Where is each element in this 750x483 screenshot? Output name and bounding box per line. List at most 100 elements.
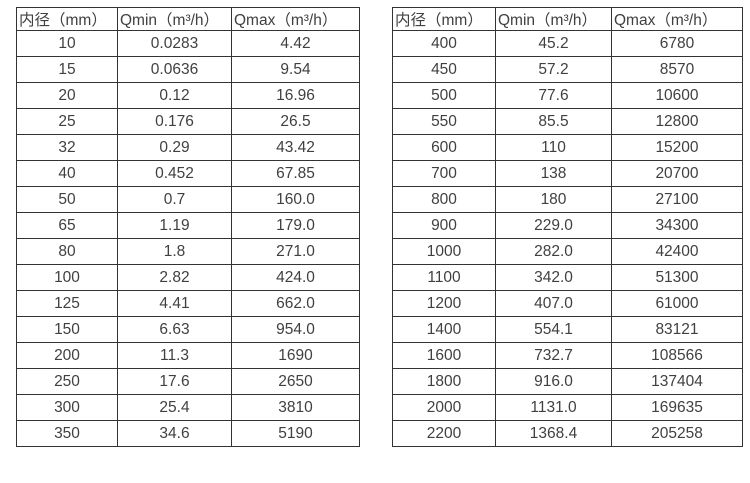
diameter-cell: 32	[16, 134, 118, 161]
table-row: 450 57.2 8570	[392, 56, 743, 83]
diameter-cell: 600	[392, 134, 496, 161]
table-row: 1000 282.0 42400	[392, 238, 743, 265]
table-row: 50 0.7 160.0	[16, 186, 360, 213]
table-row: 125 4.41 662.0	[16, 290, 360, 317]
diameter-cell: 2000	[392, 394, 496, 421]
diameter-column-header: 内径（mm）	[16, 7, 118, 31]
diameter-cell: 550	[392, 108, 496, 135]
qmax-column-header: Qmax（m³/h）	[611, 7, 743, 31]
qmax-cell: 16.96	[231, 82, 360, 109]
qmin-cell: 180	[495, 186, 612, 213]
diameter-cell: 400	[392, 30, 496, 57]
diameter-cell: 250	[16, 368, 118, 395]
diameter-cell: 1600	[392, 342, 496, 369]
qmin-cell: 11.3	[117, 342, 232, 369]
qmin-cell: 407.0	[495, 290, 612, 317]
qmin-cell: 554.1	[495, 316, 612, 343]
table-row: 600 110 15200	[392, 134, 743, 161]
header-row: 内径（mm） Qmin（m³/h） Qmax（m³/h）	[392, 7, 743, 31]
qmax-cell: 271.0	[231, 238, 360, 265]
table-row: 500 77.6 10600	[392, 82, 743, 109]
table-row: 32 0.29 43.42	[16, 134, 360, 161]
qmax-cell: 2650	[231, 368, 360, 395]
diameter-cell: 1400	[392, 316, 496, 343]
table-row: 15 0.0636 9.54	[16, 56, 360, 83]
table-row: 2200 1368.4 205258	[392, 420, 743, 447]
diameter-cell: 25	[16, 108, 118, 135]
diameter-column-header: 内径（mm）	[392, 7, 496, 31]
diameter-cell: 800	[392, 186, 496, 213]
qmax-cell: 34300	[611, 212, 743, 239]
qmax-cell: 26.5	[231, 108, 360, 135]
qmin-cell: 45.2	[495, 30, 612, 57]
table-row: 1400 554.1 83121	[392, 316, 743, 343]
qmax-cell: 5190	[231, 420, 360, 447]
qmax-cell: 43.42	[231, 134, 360, 161]
qmax-cell: 954.0	[231, 316, 360, 343]
diameter-cell: 450	[392, 56, 496, 83]
qmin-cell: 0.452	[117, 160, 232, 187]
qmax-cell: 9.54	[231, 56, 360, 83]
qmax-cell: 1690	[231, 342, 360, 369]
diameter-cell: 150	[16, 316, 118, 343]
qmax-cell: 51300	[611, 264, 743, 291]
qmin-cell: 57.2	[495, 56, 612, 83]
qmin-cell: 6.63	[117, 316, 232, 343]
qmax-cell: 67.85	[231, 160, 360, 187]
table-row: 1100 342.0 51300	[392, 264, 743, 291]
qmin-column-header: Qmin（m³/h）	[117, 7, 232, 31]
table-row: 2000 1131.0 169635	[392, 394, 743, 421]
diameter-cell: 1100	[392, 264, 496, 291]
diameter-cell: 300	[16, 394, 118, 421]
table-row: 1800 916.0 137404	[392, 368, 743, 395]
table-row: 40 0.452 67.85	[16, 160, 360, 187]
qmax-cell: 42400	[611, 238, 743, 265]
qmax-cell: 6780	[611, 30, 743, 57]
qmax-cell: 20700	[611, 160, 743, 187]
qmin-cell: 0.0283	[117, 30, 232, 57]
qmax-cell: 137404	[611, 368, 743, 395]
diameter-cell: 500	[392, 82, 496, 109]
diameter-cell: 10	[16, 30, 118, 57]
diameter-cell: 350	[16, 420, 118, 447]
table-row: 800 180 27100	[392, 186, 743, 213]
qmin-cell: 916.0	[495, 368, 612, 395]
qmax-cell: 12800	[611, 108, 743, 135]
qmax-cell: 10600	[611, 82, 743, 109]
qmin-cell: 77.6	[495, 82, 612, 109]
diameter-cell: 125	[16, 290, 118, 317]
table-row: 300 25.4 3810	[16, 394, 360, 421]
qmax-cell: 662.0	[231, 290, 360, 317]
qmin-cell: 1.19	[117, 212, 232, 239]
table-row: 200 11.3 1690	[16, 342, 360, 369]
qmin-cell: 85.5	[495, 108, 612, 135]
qmin-cell: 342.0	[495, 264, 612, 291]
qmin-cell: 4.41	[117, 290, 232, 317]
diameter-cell: 1200	[392, 290, 496, 317]
diameter-cell: 40	[16, 160, 118, 187]
qmin-cell: 282.0	[495, 238, 612, 265]
table-row: 80 1.8 271.0	[16, 238, 360, 265]
table-row: 1600 732.7 108566	[392, 342, 743, 369]
qmin-cell: 0.0636	[117, 56, 232, 83]
table-row: 550 85.5 12800	[392, 108, 743, 135]
table-row: 10 0.0283 4.42	[16, 30, 360, 57]
qmin-cell: 25.4	[117, 394, 232, 421]
qmin-cell: 1131.0	[495, 394, 612, 421]
diameter-cell: 1000	[392, 238, 496, 265]
table-row: 25 0.176 26.5	[16, 108, 360, 135]
header-row: 内径（mm） Qmin（m³/h） Qmax（m³/h）	[16, 7, 360, 31]
flow-table-small-diameters: 内径（mm） Qmin（m³/h） Qmax（m³/h） 10 0.0283 4.42 15…	[16, 7, 360, 447]
diameter-cell: 20	[16, 82, 118, 109]
diameter-cell: 15	[16, 56, 118, 83]
qmax-cell: 205258	[611, 420, 743, 447]
qmax-cell: 3810	[231, 394, 360, 421]
qmax-cell: 83121	[611, 316, 743, 343]
table-row: 400 45.2 6780	[392, 30, 743, 57]
qmax-cell: 27100	[611, 186, 743, 213]
diameter-cell: 65	[16, 212, 118, 239]
table-row: 150 6.63 954.0	[16, 316, 360, 343]
qmin-cell: 229.0	[495, 212, 612, 239]
qmin-cell: 732.7	[495, 342, 612, 369]
